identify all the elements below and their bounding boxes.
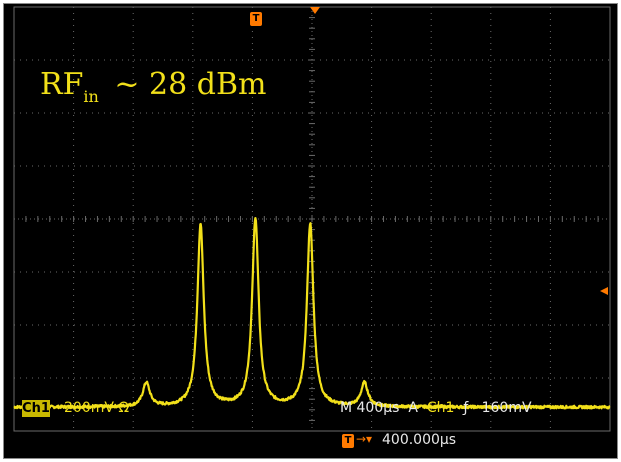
trace-layer xyxy=(13,217,611,410)
delay-arrow-icon: →▾ xyxy=(356,432,373,446)
rf-input-annotation: RFin ~ 28 dBm xyxy=(40,67,267,105)
delay-trigger-icon: T xyxy=(342,434,354,448)
waveform-display xyxy=(13,6,611,432)
delay-value: 400.000µs xyxy=(382,432,457,448)
trigger-level-arrow-icon xyxy=(600,287,608,295)
trigger-mode: A xyxy=(408,400,418,416)
rf-label-subscript: in xyxy=(83,87,99,106)
oscilloscope-screen: RFin ~ 28 dBm T Ch1 200mV Ω M 400µs A Ch… xyxy=(3,3,618,459)
channel-1-badge: Ch1 xyxy=(22,400,50,417)
trigger-slope-icon: ƒ xyxy=(463,400,469,416)
rf-label-main: RF xyxy=(40,67,84,102)
timebase-value: M 400µs xyxy=(340,400,400,416)
waveform-trace xyxy=(13,217,611,410)
trigger-source: Ch1 xyxy=(426,400,455,416)
trigger-level: 160mV xyxy=(481,400,532,416)
timebase-trigger-readout: M 400µs A Ch1 ƒ 160mV xyxy=(340,400,532,416)
channel-1-scale: 200mV Ω xyxy=(64,400,130,416)
trigger-position-icon: T xyxy=(250,12,262,26)
rf-label-value: ~ 28 dBm xyxy=(104,67,267,102)
trigger-position-arrow-icon xyxy=(310,7,320,14)
